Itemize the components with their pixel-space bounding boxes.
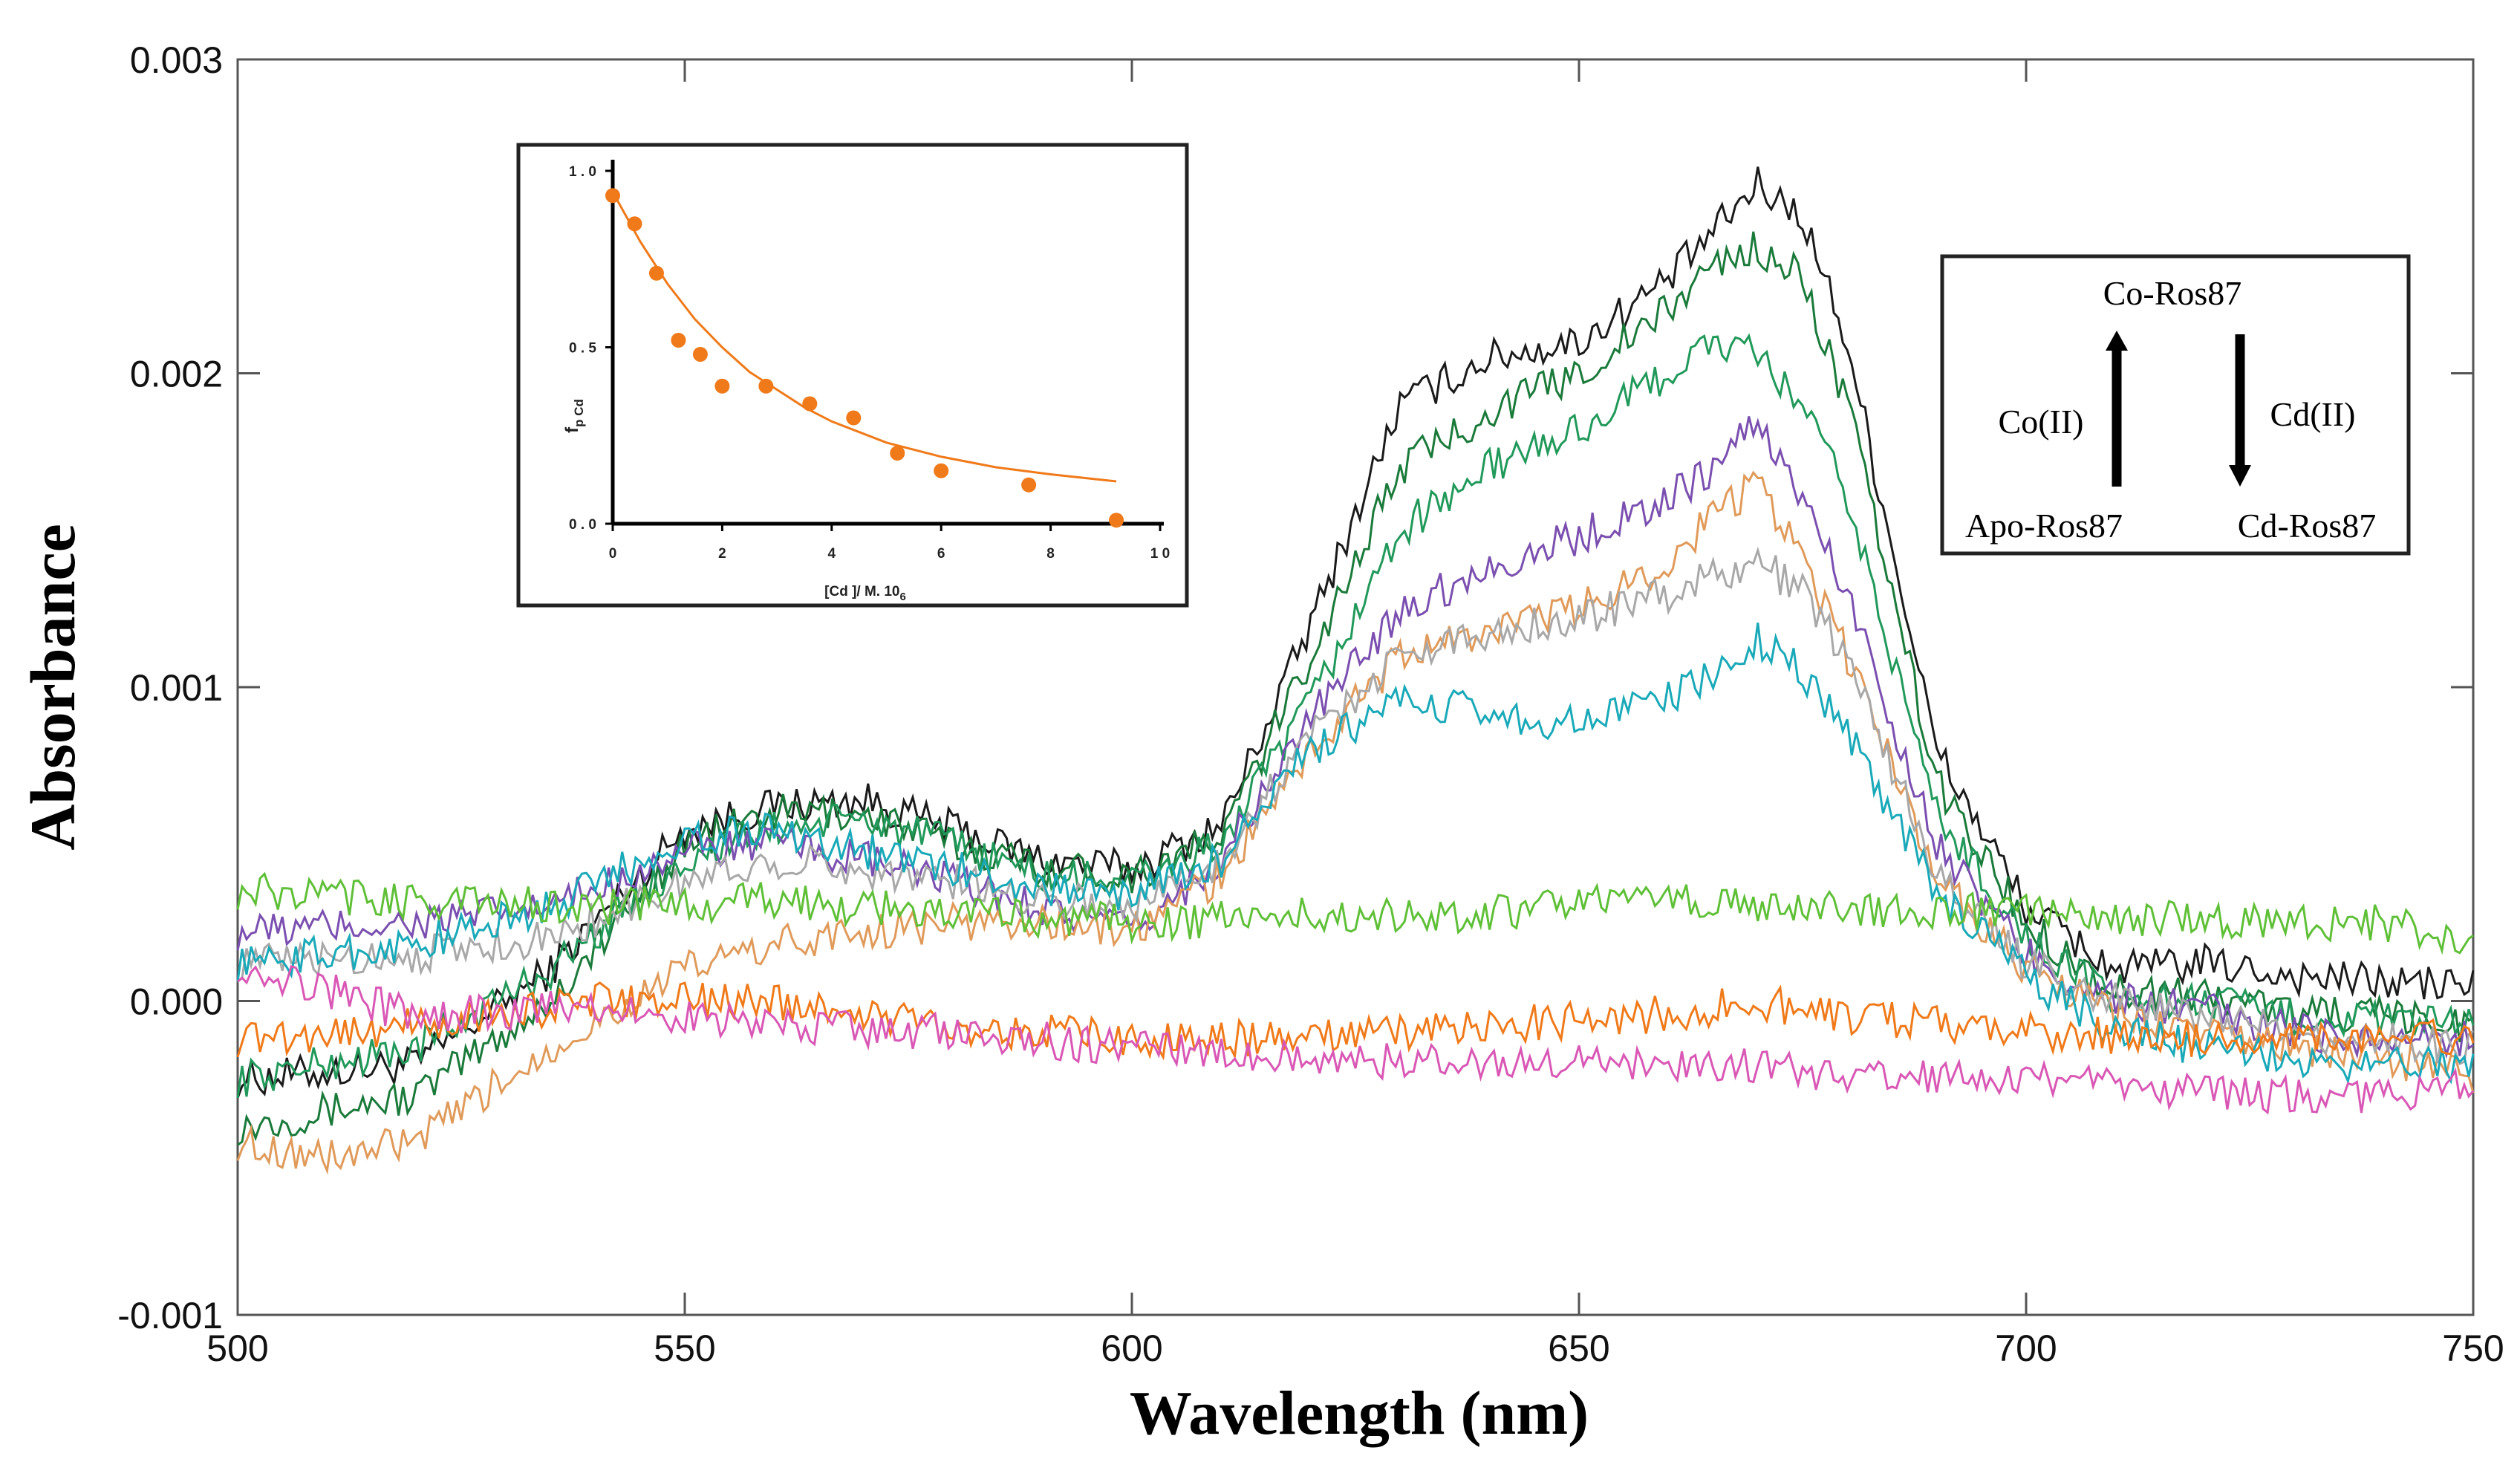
x-tick-label: 550 (654, 1328, 715, 1369)
inset-data-point (1109, 513, 1124, 528)
inset-x-tick-label: 4 (828, 546, 836, 562)
scheme-frame (1940, 254, 2411, 556)
inset-x-axis-title: [Cd ]/ M. 106 (824, 584, 906, 603)
x-tick-label: 700 (1995, 1328, 2057, 1369)
series-line-green (236, 333, 2475, 1099)
main-series-group (236, 166, 2475, 1175)
inset-y-axis-title-sub: p Cd (572, 399, 586, 427)
inset-frame (516, 143, 1189, 608)
x-axis-title: Wavelength (nm) (1130, 1379, 1589, 1448)
inset-data-point (605, 188, 620, 204)
inset-axis-ticks: 0 2 4 6 8 1 0 0 . 0 0 . 5 1 . 0 (569, 160, 1170, 562)
y-tick-label: 0.001 (130, 667, 223, 709)
inset-data-point (648, 265, 664, 281)
inset-y-tick-label: 0 . 5 (569, 341, 596, 357)
inset-y-tick-label: 1 . 0 (569, 164, 596, 180)
y-tick-label: -0.001 (117, 1295, 223, 1336)
inset-data-point (671, 333, 686, 348)
scheme-top-label: Co-Ros87 (2103, 274, 2242, 312)
series-line-orange (236, 981, 2475, 1061)
inset-y-tick-label: 0 . 0 (569, 517, 596, 533)
inset-marks-group (605, 188, 1124, 528)
cd-arrow-head (2229, 465, 2251, 487)
inset-y-axis-title-main: f (562, 426, 582, 433)
inset-data-point (758, 378, 774, 394)
inset-data-point (692, 347, 708, 362)
y-tick-label: 0.002 (130, 354, 223, 395)
inset-x-tick-label: 6 (937, 546, 945, 562)
x-tick-label: 600 (1101, 1328, 1162, 1369)
series-line-magenta (237, 965, 2475, 1115)
y-axis-title: Absorbance (17, 524, 88, 851)
inset-data-point (627, 216, 642, 232)
inset-data-point (802, 396, 818, 412)
inset-data-point (890, 446, 905, 461)
inset-x-tick-label: 1 0 (1150, 546, 1170, 562)
scheme-bottom-left-label: Apo-Ros87 (1965, 507, 2123, 545)
inset-x-tick-label: 0 (609, 546, 617, 562)
inset-y-axis-title: fp Cd (562, 399, 586, 433)
inset-data-point (1021, 477, 1037, 493)
main-axis-ticks: 500 550 600 650 700 750 -0.001 0.000 0.001 0.002 0… (117, 39, 2504, 1369)
inset-x-tick-label: 8 (1046, 546, 1055, 562)
series-line-light-green (236, 871, 2474, 955)
co-arrow-label: Co(II) (1999, 403, 2084, 441)
inset-fit-curve (611, 191, 1117, 483)
inset-x-axis-title-main: [Cd ]/ M. 10 (824, 584, 899, 599)
scheme-bottom-right-label: Cd-Ros87 (2238, 507, 2377, 545)
inset-x-tick-label: 2 (718, 546, 726, 562)
x-tick-label: 750 (2442, 1328, 2504, 1369)
inset-data-point (934, 463, 949, 478)
inset-data-point (714, 378, 730, 394)
y-tick-label: 0.000 (130, 981, 223, 1023)
cd-arrow-label: Cd(II) (2270, 395, 2356, 433)
inset-x-axis-title-sub: 6 (900, 591, 906, 603)
reaction-scheme: Co-Ros87 Co(II) Cd(II) Apo-Ros87 Cd-Ros8… (1940, 254, 2411, 556)
x-tick-label: 500 (206, 1328, 268, 1369)
co-arrow-head (2106, 331, 2128, 351)
y-tick-label: 0.003 (130, 39, 223, 81)
inset-data-point (846, 410, 862, 426)
x-tick-label: 650 (1548, 1328, 1609, 1369)
